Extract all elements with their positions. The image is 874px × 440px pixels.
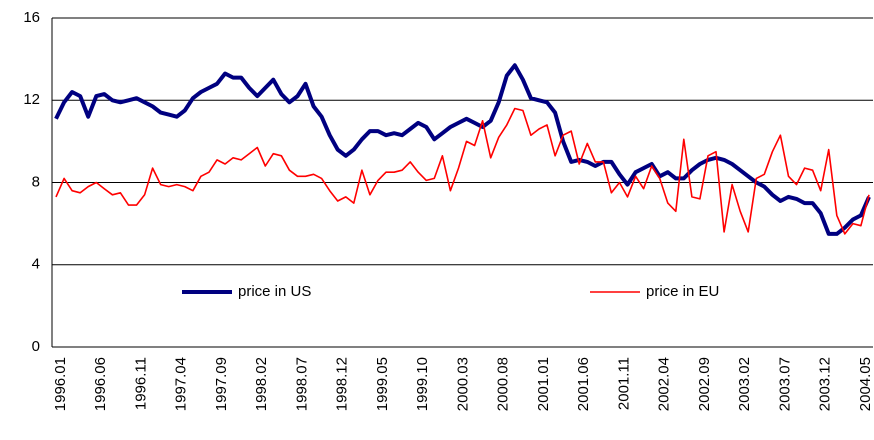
y-tick-label: 4 [32,256,40,273]
x-tick-label: 2000.08 [495,357,512,411]
x-tick-label: 2001.01 [535,357,552,411]
x-tick-label: 2001.06 [575,357,592,411]
x-tick-label: 1999.10 [414,357,431,411]
x-tick-label: 2003.12 [817,357,834,411]
x-tick-label: 1996.06 [92,357,109,411]
y-tick-label: 8 [32,173,40,190]
x-tick-label: 2001.11 [615,357,632,410]
x-tick-label: 2002.09 [696,357,713,411]
y-tick-label: 12 [23,91,40,108]
x-tick-label: 1998.12 [334,357,351,411]
line [54,63,871,236]
y-tick-label: 0 [32,338,40,355]
legend-label: price in EU [646,283,719,300]
x-tick-label: 1998.02 [253,357,270,411]
line [55,107,870,235]
x-tick-label: 1998.07 [293,357,310,411]
legend-label: price in US [238,283,311,300]
x-tick-label: 2003.07 [776,357,793,411]
x-tick-label: 2000.03 [454,357,471,411]
x-tick-label: 2004.05 [857,357,874,411]
x-tick-label: 1999.05 [374,357,391,411]
x-tick-label: 1996.01 [52,357,69,411]
y-tick-label: 16 [23,9,40,26]
x-tick-label: 2003.02 [736,357,753,411]
x-tick-label: 1997.09 [213,357,230,411]
x-tick-label: 1997.04 [173,357,190,411]
x-tick-label: 1996.11 [132,357,149,410]
x-tick-label: 2002.04 [656,357,673,411]
